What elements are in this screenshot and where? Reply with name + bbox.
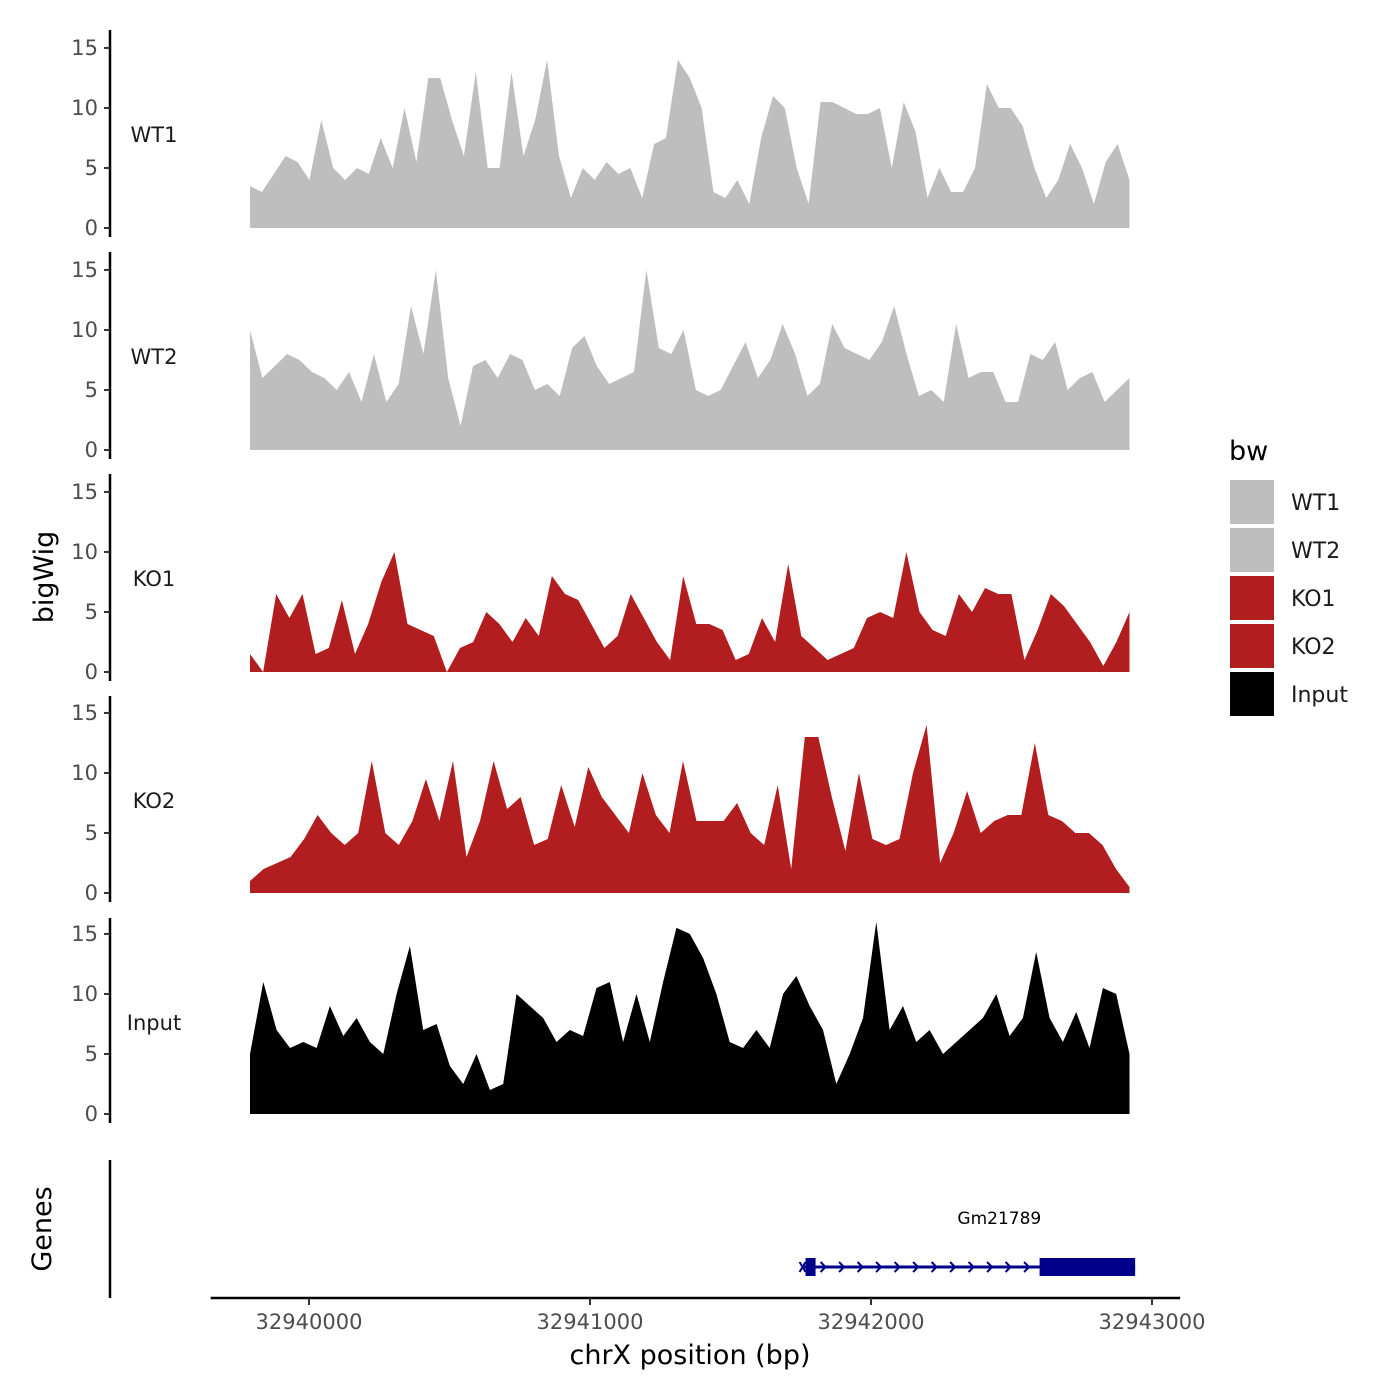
y-tick-label: 5 [85,156,98,180]
legend-label: WT2 [1291,539,1340,564]
strand-arrow-icon [949,1261,957,1273]
track-label: KO1 [133,567,176,591]
y-tick-label: 15 [71,701,98,725]
y-tick-label: 0 [85,1102,98,1126]
y-tick-label: 15 [71,36,98,60]
x-tick-label: 32941000 [537,1310,644,1334]
gene-track: Gm21789 [108,1160,1136,1298]
track-label: KO2 [133,789,176,813]
legend-label: Input [1291,683,1348,708]
strand-arrow-icon [893,1261,901,1273]
y-tick-label: 0 [85,660,98,684]
area-wt1 [249,59,1130,229]
legend-label: WT1 [1291,491,1340,516]
legend-label: KO2 [1291,635,1336,660]
y-tick-label: 5 [85,600,98,624]
y-tick-label: 15 [71,922,98,946]
strand-arrow-icon [856,1261,864,1273]
y-tick-label: 5 [85,378,98,402]
legend-swatch [1230,624,1274,668]
legend-title: bw [1229,436,1268,467]
area-input [249,921,1130,1114]
strand-arrow-icon [838,1261,846,1273]
y-tick-label: 10 [71,982,98,1006]
gene-exon-start [805,1258,816,1276]
strand-arrow-icon [986,1261,994,1273]
strand-arrow-icon [930,1261,938,1273]
track-wt1: 0 5 10 15 WT1 [71,30,1130,240]
y-tick-label: 10 [71,318,98,342]
x-tick-label: 32940000 [256,1310,363,1334]
y-tick-label: 15 [71,258,98,282]
gene-exon-end [1039,1258,1136,1276]
y-tick-label: 10 [71,540,98,564]
track-label: WT2 [131,345,178,369]
strand-arrow-icon [967,1261,975,1273]
area-ko1 [249,552,1130,672]
legend-swatch [1230,528,1274,572]
y-tick-label: 15 [71,480,98,504]
legend-swatch [1230,576,1274,620]
area-ko2 [249,724,1130,893]
y-tick-label: 10 [71,761,98,785]
x-tick-label: 32942000 [818,1310,925,1334]
track-label: Input [127,1011,181,1035]
y-tick-label: 0 [85,216,98,240]
track-label: WT1 [131,123,178,147]
track-wt2: 0 5 10 15 WT2 [71,252,1130,462]
legend-swatch [1230,672,1274,716]
y-tick-label: 0 [85,881,98,905]
gene-label: Gm21789 [957,1209,1041,1229]
legend-label: KO1 [1291,587,1336,612]
strand-arrow-icon [1004,1261,1012,1273]
y-tick-label: 5 [85,821,98,845]
track-input: 0 5 10 15 Input [71,918,1130,1126]
y-tick-label: 5 [85,1042,98,1066]
x-axis-title: chrX position (bp) [569,1340,810,1371]
y-tick-label: 0 [85,438,98,462]
legend: bw WT1 WT2 KO1 KO2 Input [1229,436,1348,716]
y-axis-title: bigWig [29,531,60,624]
strand-arrow-icon [875,1261,883,1273]
gene-start-marker-icon [798,1261,807,1273]
genes-track-title: Genes [27,1186,58,1271]
y-tick-label: 10 [71,96,98,120]
legend-swatch [1230,480,1274,524]
x-tick-label: 32943000 [1099,1310,1206,1334]
x-axis: 32940000 32941000 32942000 32943000 [210,1296,1206,1334]
strand-arrow-icon [1023,1261,1031,1273]
strand-arrow-icon [912,1261,920,1273]
area-wt2 [249,269,1130,450]
strand-arrow-icon [819,1261,827,1273]
signal-tracks: 0 5 10 15 WT1 0 5 10 15 WT2 0 5 10 15 KO1 0 5 10 15 KO2 0 5 10… [71,30,1130,1126]
track-ko1: 0 5 10 15 KO1 [71,474,1130,684]
track-ko2: 0 5 10 15 KO2 [71,696,1130,905]
